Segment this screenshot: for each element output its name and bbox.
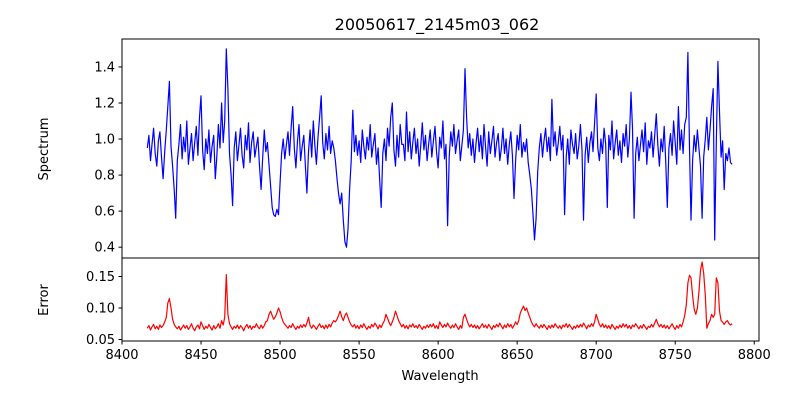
- y-tick-label: 1.2: [94, 96, 115, 111]
- y-tick-label: 0.15: [86, 270, 115, 285]
- y-tick-label: 0.8: [94, 169, 115, 184]
- spectrum-line: [146, 48, 733, 248]
- x-tick-label: 8400: [105, 348, 138, 363]
- axes-layer: 0.4 0.6 0.8 1.0 1.2 1.4 0.05 0.10 0.15 8400 8450 85…: [86, 38, 771, 363]
- y-tick-label: 1.4: [94, 60, 115, 75]
- x-tick-label: 8750: [659, 348, 692, 363]
- y-tick-label: 0.4: [94, 241, 115, 256]
- chart-title: 20050617_2145m03_062: [335, 15, 540, 35]
- y-tick-label: 0.6: [94, 205, 115, 220]
- x-tick-label: 8700: [580, 348, 613, 363]
- x-tick-label: 8650: [501, 348, 534, 363]
- error-axes-frame: [121, 257, 760, 342]
- x-tick-label: 8450: [184, 348, 217, 363]
- spectrum-y-axis-label: Spectrum: [37, 118, 52, 181]
- y-tick-label: 0.10: [86, 302, 115, 317]
- y-tick-label: 1.0: [94, 133, 115, 148]
- x-tick-label: 8500: [264, 348, 297, 363]
- y-tick-label: 0.05: [86, 333, 115, 348]
- x-axis-label: Wavelength: [401, 369, 478, 384]
- error-line: [146, 261, 733, 332]
- x-tick-label: 8800: [738, 348, 771, 363]
- x-tick-label: 8550: [343, 348, 376, 363]
- x-tick-label: 8600: [422, 348, 455, 363]
- error-y-axis-label: Error: [37, 284, 52, 316]
